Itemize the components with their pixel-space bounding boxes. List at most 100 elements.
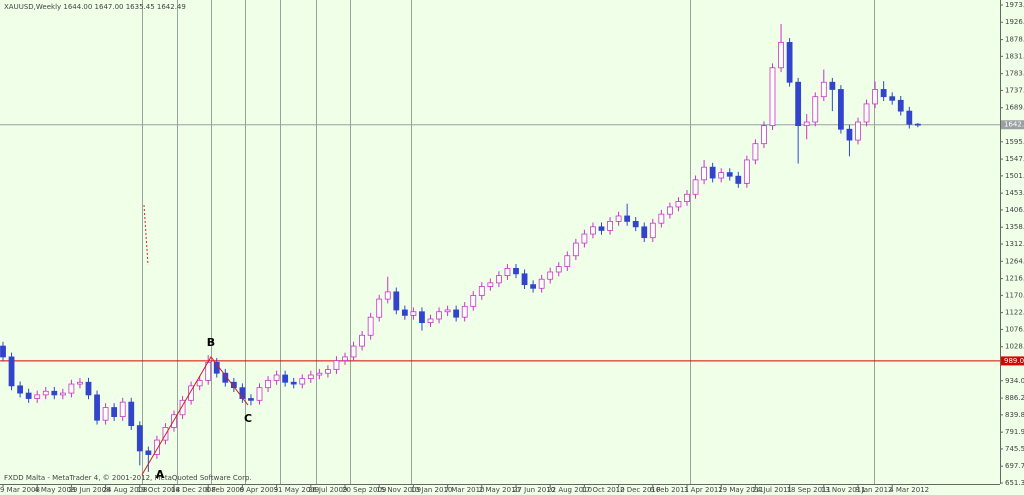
x-tick-label: 19 Oct 2008	[137, 486, 180, 494]
pattern-label: B	[207, 336, 215, 349]
y-tick-label: 886.20	[1005, 394, 1024, 402]
candle-body	[393, 291, 400, 311]
x-tick-label: 10 Jan 2010	[410, 486, 452, 494]
candle-body	[25, 392, 32, 399]
y-tick-label: 1358.90	[1005, 223, 1024, 231]
candle-body	[222, 372, 229, 383]
candle-body	[564, 255, 571, 267]
candle-body	[342, 356, 348, 361]
candle-body	[282, 374, 289, 383]
candle-body	[495, 275, 502, 284]
candle-body	[256, 387, 263, 401]
candle-body	[290, 381, 297, 385]
candle-body	[701, 166, 707, 181]
candle-body	[239, 387, 246, 399]
price-line-label: 1642.40	[1004, 121, 1024, 129]
candle-body	[384, 291, 391, 300]
candle-body	[803, 121, 810, 127]
candle-body	[632, 220, 639, 228]
x-tick-label: 13 Nov 2011	[821, 486, 866, 494]
candle-body	[692, 179, 699, 195]
candle-body	[709, 166, 716, 179]
y-tick-label: 1076.15	[1005, 325, 1024, 333]
candle-body	[820, 81, 827, 98]
candle-body	[153, 439, 160, 455]
candle-body	[547, 271, 554, 280]
x-tick-label: 4 Mar 2012	[889, 486, 929, 494]
candle-body	[8, 356, 15, 387]
candle-body	[333, 360, 340, 370]
candle-body	[504, 267, 511, 277]
y-tick-label: 1406.75	[1005, 206, 1024, 214]
candle-body	[427, 318, 434, 324]
candle-body	[401, 309, 408, 316]
y-tick-label: 1737.30	[1005, 86, 1024, 94]
candle-body	[521, 273, 528, 286]
candle-body	[769, 67, 776, 127]
y-tick-label: 1973.70	[1005, 1, 1024, 9]
candle-body	[735, 175, 742, 184]
period-separators	[142, 0, 875, 484]
candle-body	[513, 267, 519, 275]
candle-body	[743, 159, 750, 184]
x-tick-label: 20 Sep 2009	[342, 486, 386, 494]
y-tick-label: 791.95	[1005, 428, 1024, 436]
y-tick-label: 1312.50	[1005, 240, 1024, 248]
pattern-label: A	[156, 468, 165, 481]
candle-body	[68, 383, 75, 394]
candle-body	[102, 407, 109, 421]
candle-body	[872, 89, 878, 105]
candle-body	[812, 96, 819, 123]
candle-body	[752, 143, 759, 161]
y-tick-label: 1453.15	[1005, 189, 1024, 197]
candle-body	[761, 125, 767, 145]
candle-body	[444, 309, 451, 313]
pattern-line	[141, 356, 249, 476]
level-line-box	[1001, 356, 1024, 366]
candle-body	[17, 385, 24, 394]
candle-body	[555, 266, 562, 273]
candle-body	[367, 316, 374, 336]
candle-body	[324, 369, 331, 374]
candle-body	[410, 311, 417, 316]
y-tick-label: 745.55	[1005, 445, 1024, 453]
x-tick-label: 8 Jan 2012	[855, 486, 893, 494]
candle-body	[880, 89, 887, 98]
candle-body	[273, 374, 280, 381]
candle-body	[196, 380, 203, 387]
x-tick-label: 9 Mar 2008	[0, 486, 40, 494]
candle-body	[179, 399, 186, 416]
footer: FXDD Malta - MetaTrader 4, © 2001-2012, …	[4, 474, 252, 482]
x-tick-label: 15 Nov 2009	[376, 486, 421, 494]
candle-body	[581, 233, 588, 244]
candle-body	[34, 394, 41, 399]
candle-body	[350, 345, 357, 358]
pattern-label: C	[244, 412, 252, 425]
candle-body	[598, 226, 605, 231]
candle-body	[453, 309, 460, 318]
candle-body	[897, 99, 904, 112]
candle-body	[42, 390, 49, 396]
x-tick-label: 18 Sep 2011	[787, 486, 831, 494]
candle-body	[436, 311, 442, 320]
x-tick-label: 2 May 2010	[479, 486, 520, 494]
candle-body	[145, 450, 152, 455]
y-tick-label: 1595.25	[1005, 138, 1024, 146]
candle-body	[461, 305, 468, 318]
x-tick-label: 12 Dec 2010	[616, 486, 661, 494]
y-tick-label: 1689.50	[1005, 104, 1024, 112]
x-tick-label: 29 May 2011	[718, 486, 764, 494]
candle-body	[119, 401, 126, 417]
x-tick-label: 29 Jun 2008	[68, 486, 110, 494]
candle-body	[786, 42, 793, 83]
candle-body	[684, 193, 690, 202]
y-tick-label: 1216.80	[1005, 275, 1024, 283]
x-tick-label: 31 May 2009	[274, 486, 320, 494]
candle-body	[829, 81, 836, 90]
x-tick-label: 14 Dec 2008	[171, 486, 216, 494]
candle-body	[538, 278, 545, 289]
y-tick-label: 1122.55	[1005, 309, 1024, 317]
candle-body	[0, 345, 6, 358]
y-tick-label: 839.80	[1005, 411, 1024, 419]
